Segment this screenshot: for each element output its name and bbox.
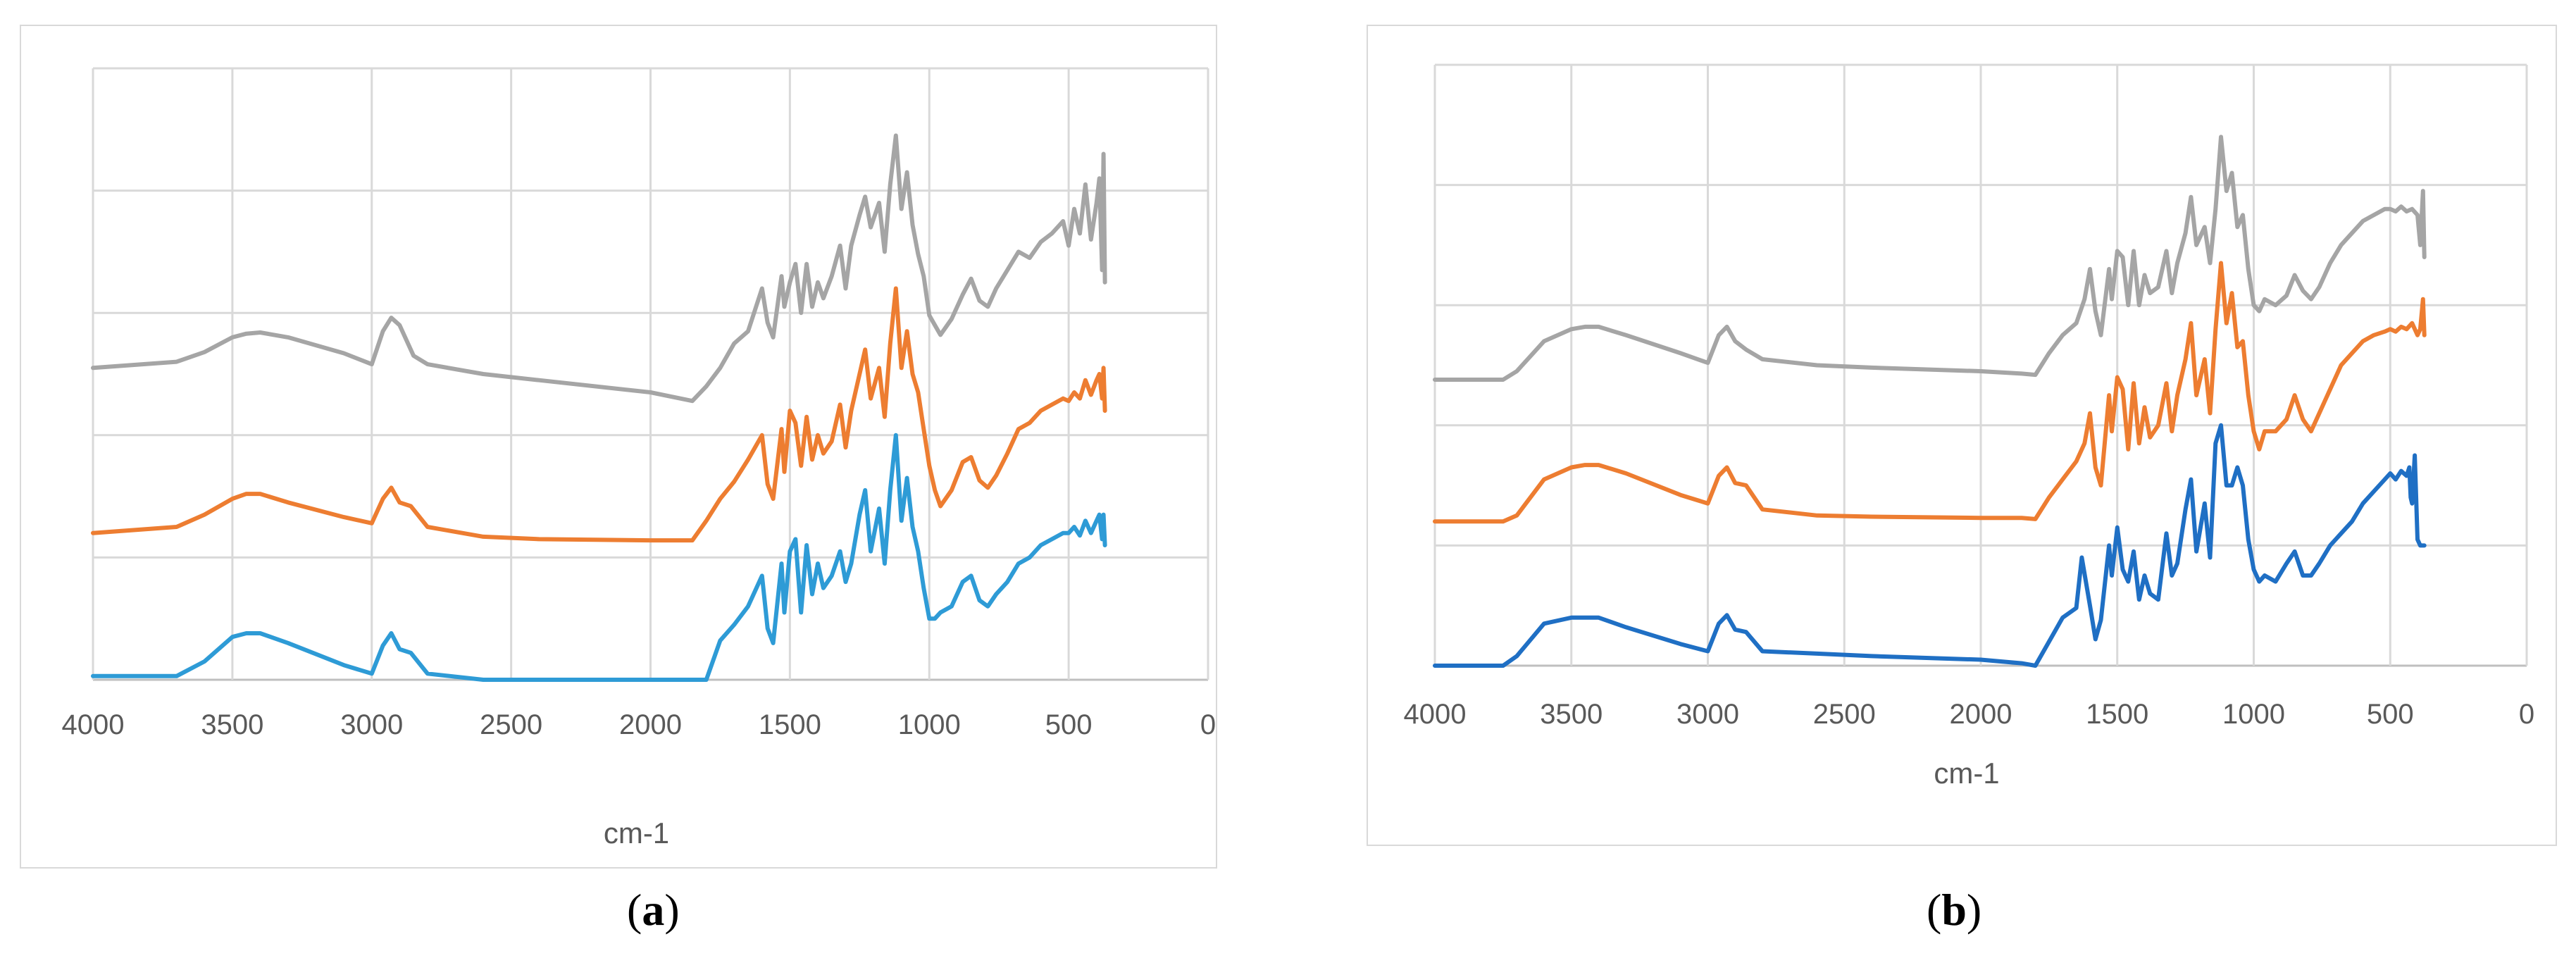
chart-a-x-tick-label: 2500 [480, 709, 542, 740]
chart-a-x-tick-label: 1000 [898, 709, 961, 740]
chart-a-x-tick-label: 4000 [62, 709, 125, 740]
chart-a-series-line-1 [91, 133, 1107, 404]
caption-a-letter: a [642, 885, 665, 935]
chart-a-x-tick-label: 2000 [619, 709, 682, 740]
caption-b-close: ) [1966, 885, 1982, 935]
chart-b-x-axis-title: cm-1 [1934, 757, 1999, 790]
chart-b-x-tick-label: 0 [2519, 699, 2534, 730]
chart-b-series-line-1 [1433, 135, 2427, 382]
chart-b-series-line-2 [1433, 261, 2427, 524]
caption-b-letter: b [1941, 885, 1967, 935]
chart-b-x-tick-label: 1000 [2222, 699, 2285, 730]
chart-b-x-tick-label: 3500 [1540, 699, 1603, 730]
chart-b-x-tick-label: 1500 [2086, 699, 2148, 730]
chart-a-series-line-3 [91, 433, 1107, 682]
chart-a-x-tick-label: 3000 [340, 709, 403, 740]
chart-b-x-tick-label: 2500 [1813, 699, 1876, 730]
caption-a-open: ( [627, 885, 642, 935]
caption-a: (a) [627, 884, 680, 936]
chart-panel-a: 4000 3500 3000 2500 2000 1500 1000 500 0 cm-1 [20, 25, 1217, 869]
chart-a-series-line-2 [91, 286, 1107, 543]
chart-b-svg: 4000 3500 3000 2500 2000 1500 1000 500 0 cm-1 [1404, 63, 2534, 790]
chart-a-x-tick-label: 1500 [759, 709, 821, 740]
chart-b-x-tick-label: 2000 [1950, 699, 2012, 730]
chart-b-series-line-3 [1433, 423, 2427, 668]
caption-b: (b) [1927, 884, 1981, 936]
chart-a-svg: 4000 3500 3000 2500 2000 1500 1000 500 0 cm-1 [62, 67, 1216, 850]
chart-panel-b: 4000 3500 3000 2500 2000 1500 1000 500 0 cm-1 [1367, 25, 2557, 846]
chart-a-x-tick-label: 0 [1200, 709, 1216, 740]
chart-b-x-tick-label: 500 [2367, 699, 2414, 730]
chart-a-x-tick-label: 500 [1045, 709, 1093, 740]
chart-a-x-tick-label: 3500 [201, 709, 263, 740]
chart-b-x-tick-label: 3000 [1676, 699, 1739, 730]
chart-a-x-axis-title: cm-1 [604, 816, 669, 850]
caption-b-open: ( [1927, 885, 1942, 935]
chart-b-x-tick-label: 4000 [1404, 699, 1467, 730]
caption-a-close: ) [664, 885, 680, 935]
